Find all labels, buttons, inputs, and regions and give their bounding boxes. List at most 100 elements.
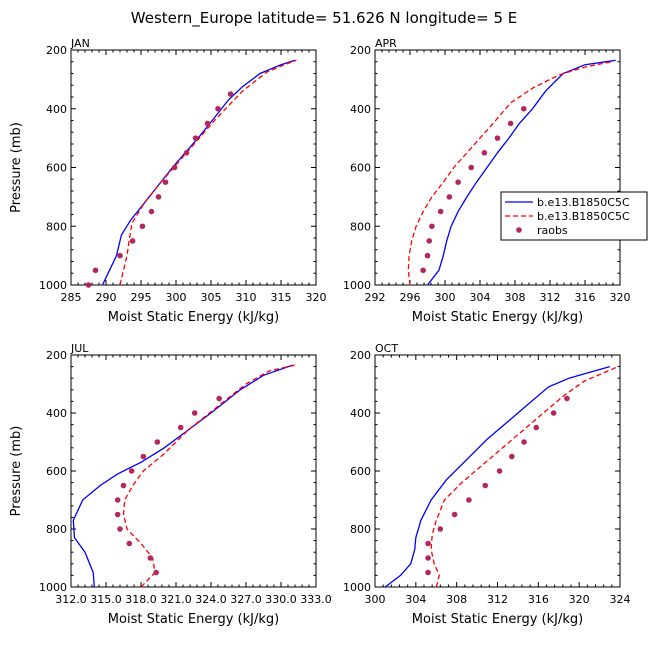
raobs-point <box>420 267 426 274</box>
x-tick-label: 320 <box>610 291 631 304</box>
raobs-point <box>507 120 514 127</box>
raobs-point <box>446 194 453 200</box>
series-line-solid <box>426 59 616 286</box>
raobs-point <box>550 410 557 416</box>
y-tick-label: 800 <box>46 523 67 536</box>
x-tick-label: 333.0 <box>300 593 332 606</box>
y-tick-label: 800 <box>350 220 371 233</box>
series-line-dashed <box>430 366 619 588</box>
x-tick-label: 315 <box>271 291 292 304</box>
panel-jul: 312.0 315.0 318.0 321.0 324.0 327.0 330.0 333.0… <box>9 342 332 627</box>
y-tick-label: 400 <box>46 103 67 116</box>
raobs-point <box>455 179 461 185</box>
x-tick-label: 320 <box>306 291 327 304</box>
x-tick-label: 320 <box>569 593 590 606</box>
raobs-point <box>494 135 501 141</box>
y-tick-label: 200 <box>46 349 67 362</box>
series-line-solid <box>72 364 293 588</box>
y-tick-label: 200 <box>350 44 371 57</box>
x-tick-label: 300 <box>435 291 456 304</box>
x-tick-label: 308 <box>505 291 526 304</box>
legend-label: b.e13.B1850C5C <box>537 210 630 223</box>
x-tick-label: 327.0 <box>230 593 262 606</box>
series-line-solid <box>101 59 296 286</box>
y-tick-label: 400 <box>350 103 371 116</box>
raobs-point <box>520 105 527 112</box>
raobs-point <box>204 120 211 127</box>
raobs-point <box>424 252 431 259</box>
raobs-point <box>426 238 433 244</box>
x-tick-label: 316 <box>528 593 549 606</box>
raobs-point <box>437 526 444 532</box>
figure-title: Western_Europe latitude= 51.626 N longit… <box>131 9 517 28</box>
raobs-point <box>429 223 435 230</box>
x-tick-label: 296 <box>400 291 421 304</box>
y-tick-label: 1000 <box>39 581 67 594</box>
raobs-point <box>482 482 489 489</box>
raobs-point <box>521 439 527 445</box>
x-tick-label: 304 <box>405 593 426 606</box>
raobs-point <box>155 194 162 200</box>
x-axis-label: Moist Static Energy (kJ/kg) <box>108 612 279 627</box>
raobs-point <box>117 526 123 532</box>
y-tick-label: 400 <box>350 407 371 420</box>
x-tick-label: 295 <box>131 291 152 304</box>
raobs-point <box>425 569 431 576</box>
raobs-point <box>140 453 147 460</box>
raobs-point <box>114 497 121 503</box>
x-tick-label: 292 <box>365 291 386 304</box>
raobs-point <box>114 511 121 518</box>
y-tick-label: 600 <box>350 465 371 478</box>
panel-jan: 285 290 295 300 305 310 315 320 200 400 600 800 1000… <box>9 37 327 325</box>
y-tick-label: 1000 <box>39 279 67 292</box>
x-tick-label: 305 <box>201 291 222 304</box>
x-tick-label: 324.0 <box>195 593 227 606</box>
x-tick-label: 321.0 <box>160 593 192 606</box>
x-tick-label: 312 <box>487 593 508 606</box>
month-label: OCT <box>375 342 398 355</box>
x-tick-label: 330.0 <box>265 593 297 606</box>
raobs-point <box>437 208 444 215</box>
x-tick-label: 304 <box>470 291 491 304</box>
plot-frame <box>374 49 621 286</box>
raobs-point <box>533 424 540 431</box>
y-tick-label: 200 <box>350 349 371 362</box>
raobs-point <box>153 569 159 576</box>
raobs-point <box>425 540 431 547</box>
y-tick-label: 600 <box>46 465 67 478</box>
raobs-point <box>227 91 234 97</box>
legend-marker <box>516 227 522 233</box>
raobs-point <box>508 453 515 460</box>
x-tick-label: 312.0 <box>55 593 87 606</box>
x-tick-label: 316 <box>575 291 596 304</box>
y-tick-label: 1000 <box>343 279 371 292</box>
y-axis-label: Pressure (mb) <box>9 426 24 517</box>
raobs-point <box>425 555 431 561</box>
y-tick-label: 800 <box>46 220 67 233</box>
raobs-point <box>177 424 184 431</box>
x-axis-label: Moist Static Energy (kJ/kg) <box>412 612 583 627</box>
x-tick-label: 285 <box>61 291 82 304</box>
plot-frame <box>70 49 317 286</box>
month-label: APR <box>375 37 397 50</box>
x-axis-label: Moist Static Energy (kJ/kg) <box>412 310 583 325</box>
raobs-point <box>183 150 190 156</box>
x-tick-label: 324 <box>610 593 631 606</box>
raobs-point <box>139 223 146 230</box>
y-tick-label: 800 <box>350 523 371 536</box>
x-tick-label: 290 <box>96 291 117 304</box>
plot-frame <box>70 354 317 588</box>
raobs-point <box>92 267 99 274</box>
raobs-point <box>171 164 178 171</box>
y-tick-label: 600 <box>350 162 371 175</box>
y-tick-label: 400 <box>46 407 67 420</box>
raobs-point <box>466 497 472 503</box>
raobs-point <box>154 439 161 445</box>
raobs-point <box>496 468 503 474</box>
raobs-point <box>191 410 198 416</box>
raobs-point <box>564 395 570 402</box>
series-line-solid <box>384 365 610 588</box>
y-axis-label: Pressure (mb) <box>9 122 24 213</box>
series-line-dashed <box>122 364 296 588</box>
